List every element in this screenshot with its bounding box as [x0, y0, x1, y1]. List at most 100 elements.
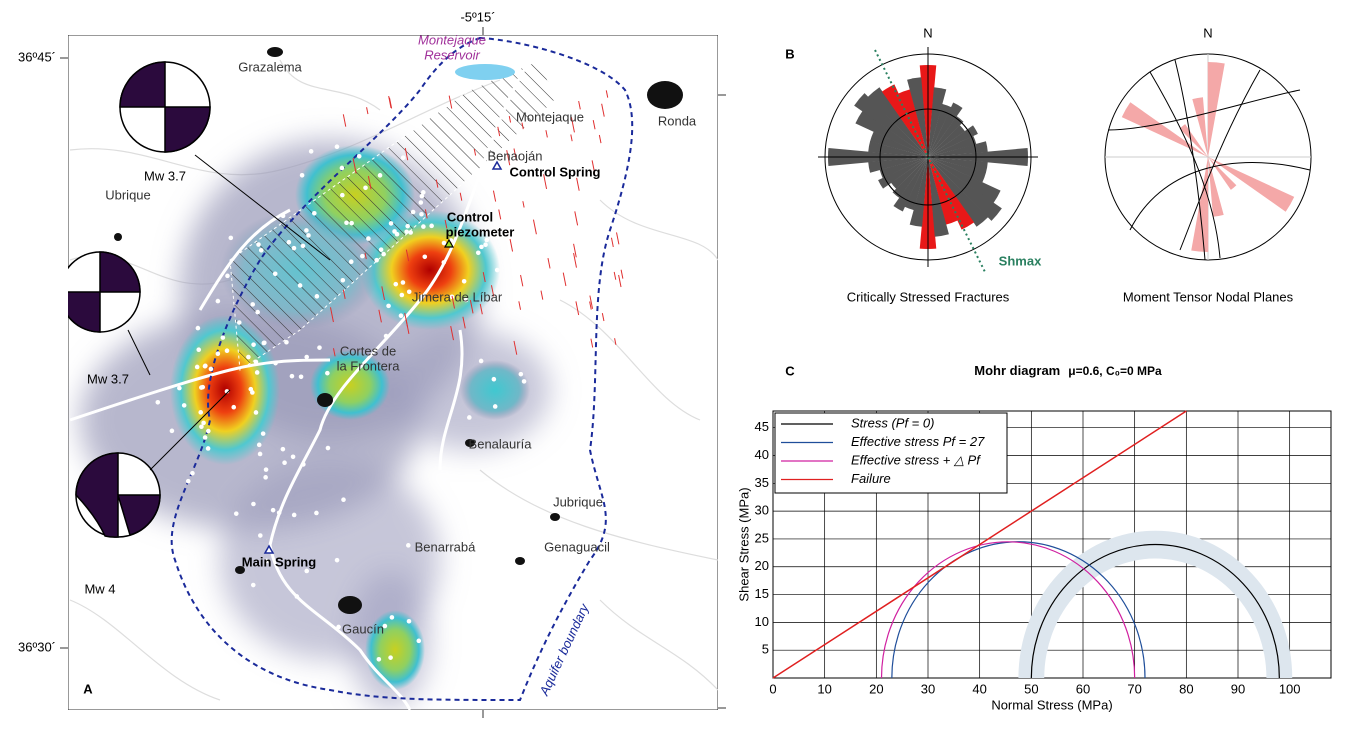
event-dot	[360, 254, 365, 259]
event-dot	[246, 355, 251, 360]
y-tick-label: 30	[755, 503, 769, 518]
place-label: Benarrabá	[415, 539, 476, 554]
event-dot	[381, 252, 386, 257]
event-dot	[336, 625, 341, 630]
event-dot	[300, 173, 305, 178]
event-dot	[258, 452, 263, 457]
lat-label: 36º45´	[18, 49, 56, 64]
chart-title-main: Mohr diagram	[974, 363, 1060, 378]
north-label: N	[1203, 25, 1212, 40]
x-tick-label: 30	[921, 681, 935, 696]
event-dot	[429, 224, 434, 229]
event-dot	[206, 446, 211, 451]
event-dot	[203, 435, 208, 440]
event-dot	[263, 475, 268, 480]
x-tick-label: 100	[1279, 681, 1301, 696]
event-dot	[421, 190, 426, 195]
event-dot	[281, 447, 286, 452]
mohr-diagram: CMohr diagramμ=0.6, C₀=0 MPa510152025303…	[736, 363, 1331, 712]
event-dot	[156, 400, 161, 405]
event-dot	[273, 272, 278, 277]
x-tick-label: 0	[769, 681, 776, 696]
event-dot	[522, 379, 527, 384]
event-dot	[195, 365, 200, 370]
lat-label: 36º30´	[18, 639, 56, 654]
place-label: Genaguacil	[544, 539, 610, 554]
place-label: la Frontera	[337, 358, 401, 373]
chart-title: Mohr diagramμ=0.6, C₀=0 MPa	[974, 363, 1162, 378]
y-tick-label: 40	[755, 447, 769, 462]
event-dot	[190, 471, 195, 476]
event-dot	[399, 313, 404, 318]
event-dot	[379, 247, 384, 252]
event-dot	[419, 200, 424, 205]
event-dot	[411, 210, 416, 215]
event-dot	[196, 326, 201, 331]
event-dot	[216, 299, 221, 304]
event-dot	[340, 193, 345, 198]
event-dot	[259, 248, 264, 253]
event-dot	[261, 431, 266, 436]
y-tick-label: 10	[755, 614, 769, 629]
panel-label: A	[83, 681, 93, 696]
place-label: Benaoján	[488, 148, 543, 163]
event-dot	[421, 224, 426, 229]
event-dot	[295, 594, 300, 599]
event-dot	[400, 293, 405, 298]
event-dot	[495, 268, 500, 273]
y-tick-label: 5	[762, 642, 769, 657]
event-dot	[393, 282, 398, 287]
event-dot	[221, 335, 226, 340]
event-dot	[341, 278, 346, 283]
event-dot	[287, 240, 292, 245]
legend-label: Failure	[851, 471, 891, 486]
event-dot	[386, 304, 391, 309]
event-dot	[335, 558, 340, 563]
shmax-label: Shmax	[999, 253, 1042, 268]
event-dot	[390, 615, 395, 620]
event-dot	[281, 214, 286, 219]
event-dot	[441, 260, 446, 265]
event-label: Mw 4	[84, 581, 115, 596]
north-label: N	[923, 25, 932, 40]
event-dot	[251, 342, 256, 347]
event-dot	[407, 290, 412, 295]
panel-label: C	[785, 363, 795, 378]
piezometer-label: piezometer	[446, 224, 515, 239]
event-dot	[483, 242, 488, 247]
event-dot	[326, 446, 331, 451]
event-dot	[408, 230, 413, 235]
event-dot	[262, 341, 267, 346]
place-label: Benalauría	[469, 436, 533, 451]
event-dot	[255, 310, 260, 315]
event-dot	[377, 657, 382, 662]
x-tick-label: 50	[1024, 681, 1038, 696]
event-dot	[392, 229, 397, 234]
event-dot	[292, 246, 297, 251]
event-dot	[519, 372, 524, 377]
event-dot	[291, 454, 296, 459]
event-dot	[419, 212, 424, 217]
x-tick-label: 60	[1076, 681, 1090, 696]
event-dot	[251, 502, 256, 507]
event-dot	[401, 280, 406, 285]
event-dot	[357, 154, 362, 159]
legend-label: Effective stress Pf = 27	[851, 434, 985, 449]
event-dot	[182, 403, 187, 408]
panel-label: B	[785, 46, 794, 61]
event-dot	[301, 462, 306, 467]
event-dot	[467, 415, 472, 420]
event-dot	[254, 360, 259, 365]
event-dot	[407, 619, 412, 624]
event-dot	[406, 543, 411, 548]
event-dot	[479, 245, 484, 250]
event-dot	[225, 348, 230, 353]
event-dot	[349, 259, 354, 264]
event-dot	[186, 479, 191, 484]
event-dot	[292, 513, 297, 518]
event-dot	[341, 497, 346, 502]
event-dot	[312, 211, 317, 216]
event-dot	[479, 359, 484, 364]
event-dot	[462, 279, 467, 284]
event-dot	[416, 639, 421, 644]
